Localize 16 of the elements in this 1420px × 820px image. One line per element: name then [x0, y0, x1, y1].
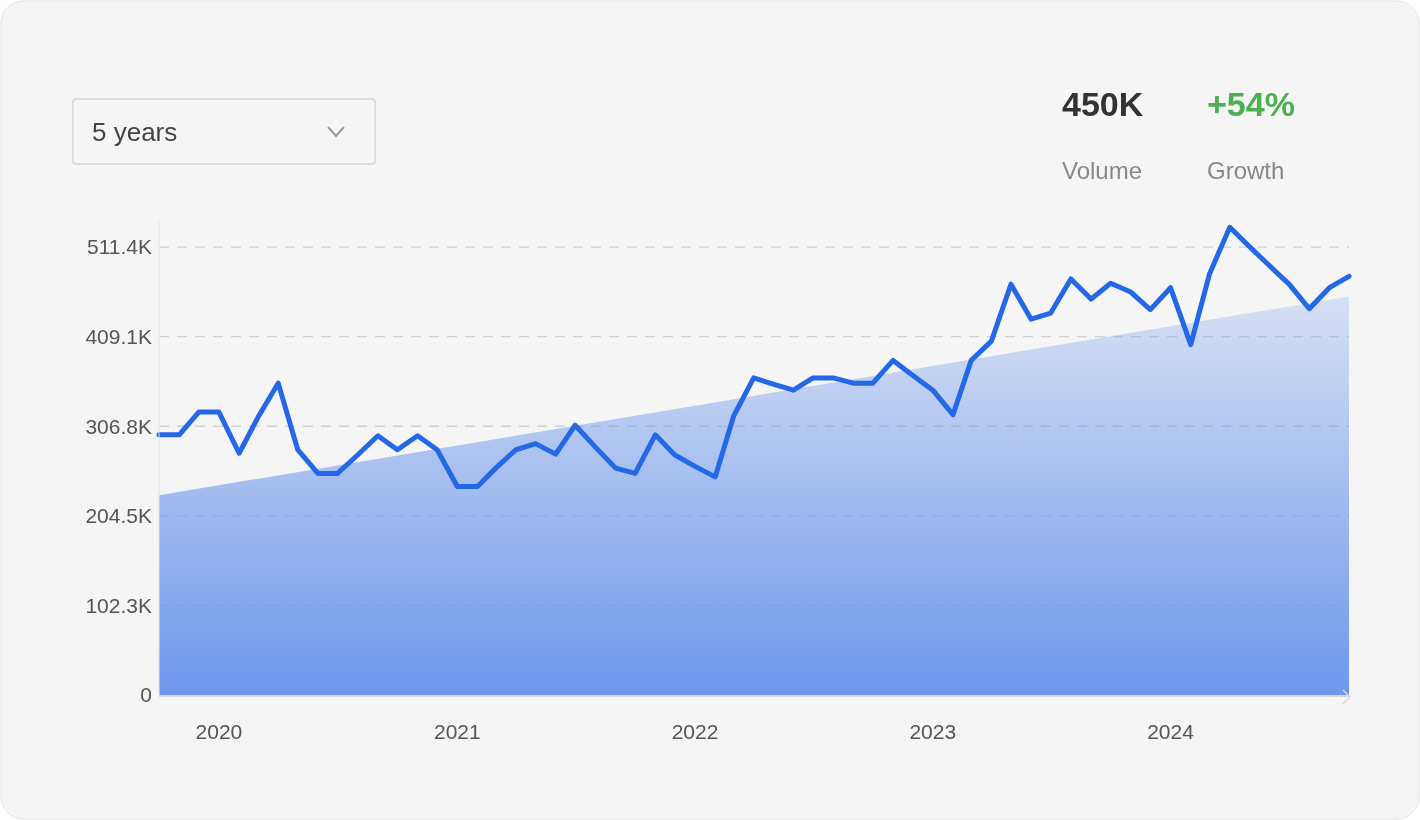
y-tick-label: 204.5K [85, 504, 152, 528]
y-tick-label: 306.8K [85, 414, 152, 438]
text: 450K [1062, 85, 1144, 123]
x-tick-label: 2020 [195, 720, 243, 743]
y-tick-label: 409.1K [85, 325, 152, 349]
x-tick-label: 2023 [909, 720, 957, 743]
x-tick-label: 2021 [433, 720, 481, 743]
text: +54% [1207, 85, 1295, 123]
text: Volume [1062, 157, 1143, 184]
y-tick-label: 102.3K [85, 593, 152, 617]
x-tick-label: 2022 [671, 720, 719, 743]
y-tick-label: 511.4K [87, 235, 152, 259]
y-tick-label: 0 [140, 683, 152, 707]
text: Growth [1207, 157, 1285, 184]
x-tick-label: 2024 [1147, 720, 1195, 743]
text: 5 years [92, 117, 178, 147]
